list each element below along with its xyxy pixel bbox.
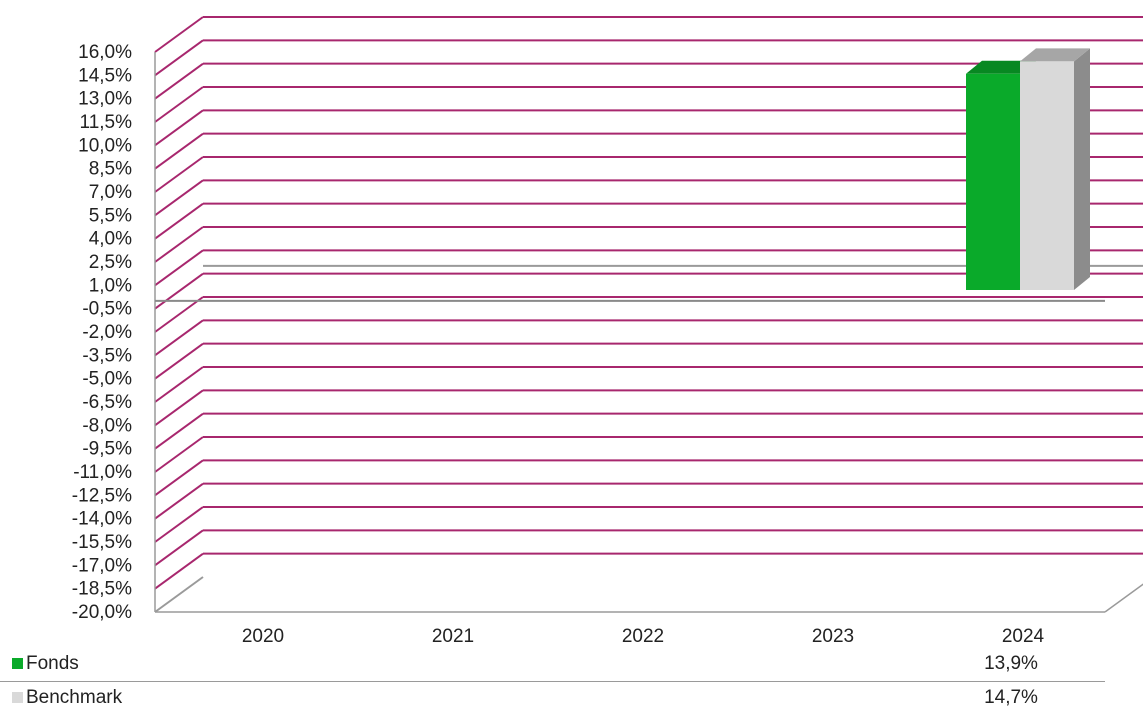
side-wall-gridline (154, 436, 204, 473)
side-wall-gridline (154, 86, 204, 123)
side-wall-gridline (154, 109, 204, 147)
side-wall-gridline (154, 342, 204, 380)
floor-right-edge (1104, 583, 1143, 613)
y-tick-label: 14,5% (78, 65, 132, 86)
x-tick-label: 2021 (432, 626, 474, 647)
side-wall-gridline (154, 412, 204, 450)
y-tick-label: -15,5% (72, 532, 132, 553)
side-wall-gridline (154, 272, 204, 310)
side-wall-gridline (154, 132, 204, 170)
side-wall-gridline (154, 552, 204, 590)
benchmark-value-2024: 14,7% (984, 687, 1038, 708)
fonds-legend-swatch (12, 658, 23, 669)
y-tick-label: -0,5% (82, 299, 132, 320)
y-tick-label: -2,0% (82, 322, 132, 343)
fonds-value-2024: 13,9% (984, 653, 1038, 674)
table-row-fonds: Fonds 13,9% (0, 650, 1105, 678)
y-tick-label: -20,0% (72, 602, 132, 623)
y-tick-label: 11,5% (80, 112, 133, 133)
side-wall-gridline (154, 156, 204, 193)
side-wall-gridline (154, 506, 204, 543)
side-wall-gridline (154, 366, 204, 403)
benchmark-legend-swatch (12, 692, 23, 703)
y-tick-label: 7,0% (89, 182, 132, 203)
x-tick-label: 2023 (812, 626, 854, 647)
fonds-legend-label: Fonds (26, 653, 79, 674)
y-tick-label: -18,5% (72, 579, 132, 600)
side-wall-gridline (154, 179, 204, 217)
side-wall-gridline (154, 62, 204, 100)
y-tick-label: -12,5% (72, 485, 132, 506)
bar-chart: 16,0%14,5% 13,0%11,5%10,0% 8,5%7,0%5,5% 4,0… (72, 16, 1143, 647)
y-tick-label: 5,5% (89, 205, 132, 226)
y-tick-label: -5,0% (82, 369, 132, 390)
side-wall-gridline (154, 202, 204, 240)
side-wall-gridline (154, 226, 204, 263)
benchmark-bar-2024 (1020, 48, 1090, 291)
y-tick-label: -17,0% (72, 555, 132, 576)
table-row-divider (0, 681, 1105, 682)
y-tick-label: -6,5% (82, 392, 132, 413)
y-tick-label: -11,0% (73, 462, 132, 483)
side-wall-gridline (154, 576, 204, 613)
y-tick-label: 13,0% (78, 89, 132, 110)
side-wall-gridline (154, 249, 204, 287)
y-tick-label: -14,0% (72, 509, 132, 530)
x-tick-label: 2024 (1002, 626, 1045, 647)
y-tick-label: 1,0% (89, 275, 132, 296)
side-wall-gridline (154, 319, 204, 357)
side-wall-gridline (154, 529, 204, 567)
side-wall-gridline (154, 482, 204, 520)
side-wall-gridline (154, 459, 204, 497)
side-wall-gridline (154, 39, 204, 77)
y-tick-label: 8,5% (89, 159, 132, 180)
y-tick-label: -8,0% (82, 415, 132, 436)
y-tick-label: 10,0% (78, 135, 132, 156)
y-tick-label: -9,5% (82, 439, 132, 460)
side-wall-gridline (154, 16, 204, 53)
side-wall-gridline (154, 296, 204, 333)
x-tick-label: 2022 (622, 626, 664, 647)
side-wall-gridline (154, 389, 204, 427)
x-tick-label: 2020 (242, 626, 284, 647)
y-tick-label: 4,0% (89, 229, 132, 250)
y-tick-label: 16,0% (78, 42, 132, 63)
benchmark-legend-label: Benchmark (26, 687, 123, 708)
y-tick-label: -3,5% (82, 345, 132, 366)
table-row-benchmark: Benchmark 14,7% (0, 684, 1105, 712)
y-tick-label: 2,5% (89, 252, 132, 273)
